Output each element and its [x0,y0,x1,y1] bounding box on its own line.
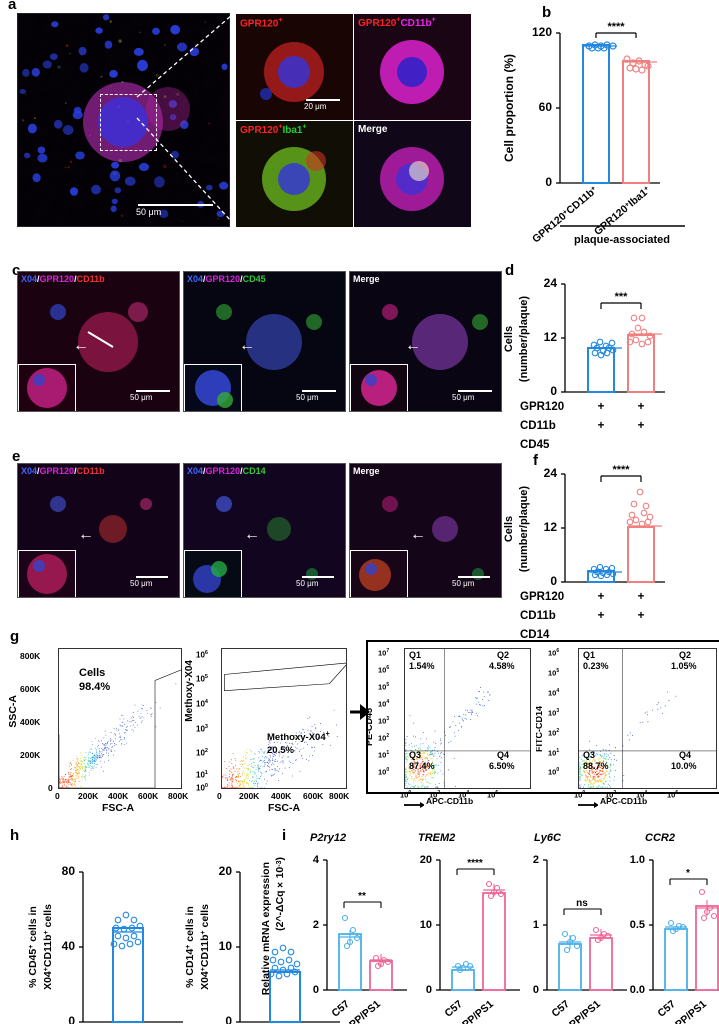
svg-text:+: + [638,610,645,622]
svg-text:+: + [598,610,605,622]
svg-text:0: 0 [313,984,319,996]
svg-text:0: 0 [426,984,432,996]
svg-text:X04+CD11b+ cells: X04+CD11b+ cells [42,904,54,990]
svg-text:10: 10 [219,939,233,953]
svg-text:+: + [638,591,645,603]
svg-text:60: 60 [539,100,553,114]
svg-text:0: 0 [225,1014,232,1024]
svg-text:CD11b: CD11b [520,420,556,432]
svg-text:C57: C57 [655,998,678,1020]
svg-text:+: + [598,420,605,432]
svg-text:CD11b: CD11b [520,610,556,622]
svg-text:120: 120 [532,25,552,39]
svg-text:***: *** [615,291,629,303]
svg-text:plaque-associated: plaque-associated [574,234,670,246]
svg-text:1: 1 [533,919,539,931]
svg-text:Cell proportion (%): Cell proportion (%) [502,54,516,162]
svg-text:(number/plaque): (number/plaque) [518,486,530,573]
svg-text:C57: C57 [549,998,572,1020]
svg-text:+: + [638,401,645,413]
svg-text:*: * [686,868,690,879]
svg-text:CD45: CD45 [520,439,550,451]
svg-text:24: 24 [544,276,558,290]
svg-text:80: 80 [62,864,76,878]
svg-text:0: 0 [550,574,557,588]
svg-text:X04+CD11b+ cells: X04+CD11b+ cells [199,904,211,990]
svg-text:(number/plaque): (number/plaque) [518,296,530,383]
svg-text:1.0: 1.0 [630,854,645,866]
svg-text:ns: ns [576,898,588,909]
svg-text:**: ** [358,891,366,902]
svg-text:40: 40 [62,939,76,953]
svg-text:GPR120: GPR120 [520,591,564,603]
svg-text:****: **** [607,21,625,33]
svg-text:C57: C57 [442,998,465,1020]
svg-text:12: 12 [544,330,558,344]
svg-text:12: 12 [544,520,558,534]
svg-text:0: 0 [68,1014,75,1024]
svg-text:% CD45+ cells in: % CD45+ cells in [27,906,39,988]
svg-text:+: + [638,420,645,432]
svg-text:Cells: Cells [503,326,515,352]
svg-text:0: 0 [533,984,539,996]
svg-text:+: + [598,401,605,413]
svg-text:0.0: 0.0 [630,984,645,996]
svg-text:20: 20 [420,854,432,866]
svg-text:2: 2 [313,919,319,931]
svg-text:0: 0 [550,384,557,398]
svg-text:GPR120+Iba1+: GPR120+Iba1+ [592,184,653,238]
svg-text:2: 2 [533,854,539,866]
svg-text:24: 24 [544,466,558,480]
svg-text:% CD14+ cells in: % CD14+ cells in [184,906,196,988]
svg-text:****: **** [467,858,483,869]
svg-text:0: 0 [545,175,552,189]
svg-text:GPR120: GPR120 [520,401,564,413]
svg-text:20: 20 [219,864,233,878]
svg-text:C57: C57 [329,998,352,1020]
svg-text:****: **** [612,464,630,476]
svg-text:+: + [598,591,605,603]
svg-text:Cells: Cells [503,516,515,542]
svg-text:4: 4 [313,854,320,866]
svg-text:10: 10 [420,919,432,931]
svg-text:0.5: 0.5 [630,919,645,931]
